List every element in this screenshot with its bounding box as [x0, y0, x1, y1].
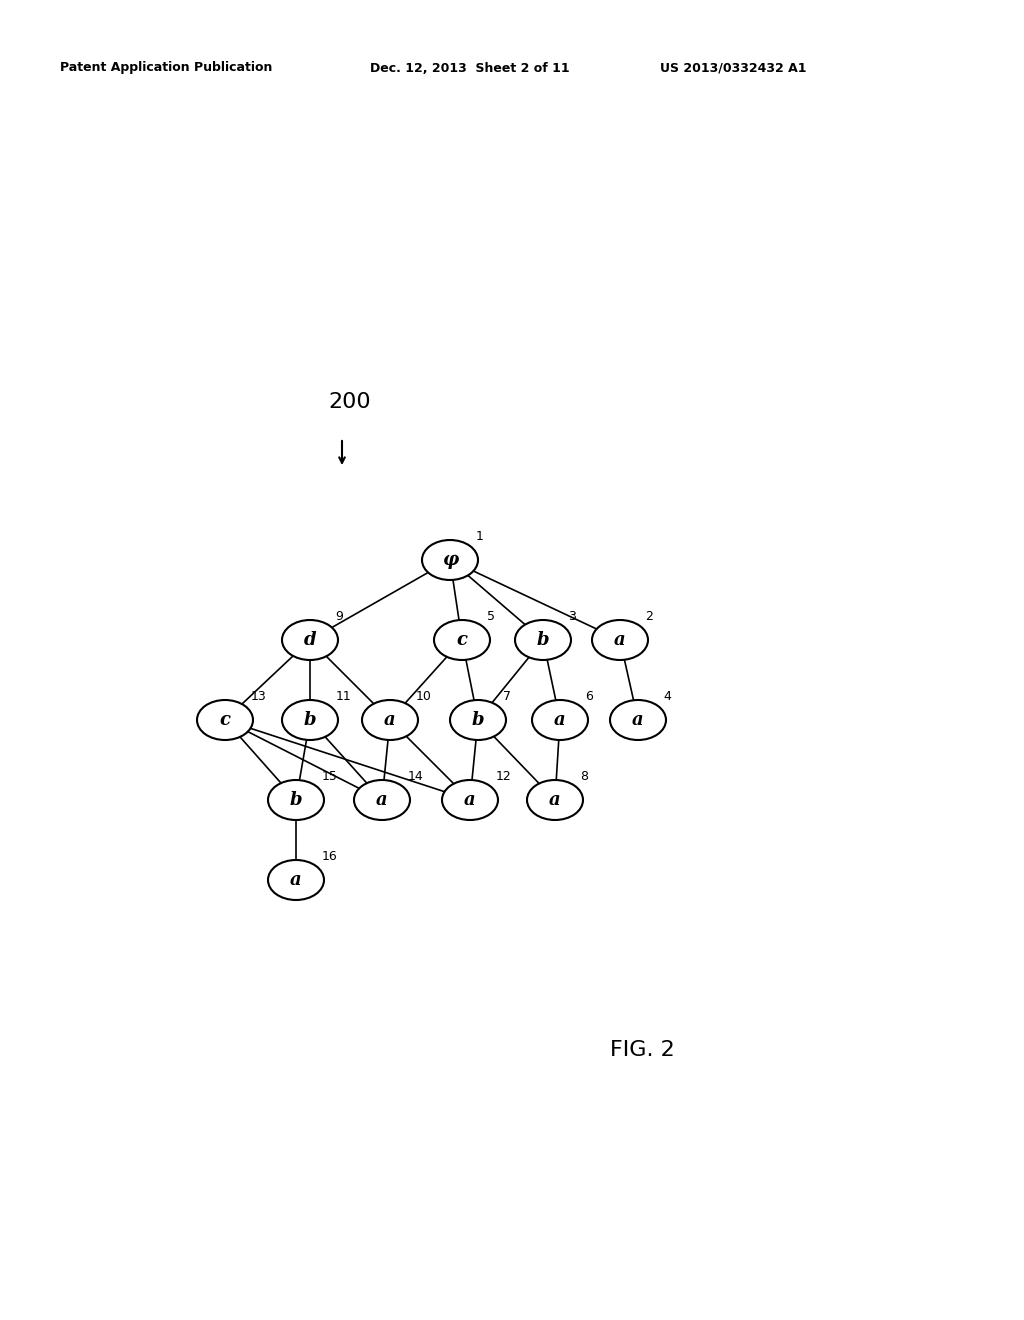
Text: b: b: [472, 711, 484, 729]
Text: 7: 7: [503, 690, 511, 704]
Text: 8: 8: [581, 770, 588, 783]
Text: c: c: [457, 631, 468, 649]
Text: 15: 15: [322, 770, 337, 783]
Ellipse shape: [527, 780, 583, 820]
Ellipse shape: [197, 700, 253, 741]
Text: 5: 5: [487, 610, 496, 623]
Text: 16: 16: [322, 850, 337, 863]
Ellipse shape: [282, 700, 338, 741]
Ellipse shape: [268, 861, 324, 900]
Text: 4: 4: [664, 690, 671, 704]
Text: 9: 9: [335, 610, 343, 623]
Ellipse shape: [450, 700, 506, 741]
Text: c: c: [219, 711, 230, 729]
Ellipse shape: [434, 620, 490, 660]
Text: φ: φ: [442, 550, 458, 569]
Text: 3: 3: [568, 610, 577, 623]
Text: a: a: [384, 711, 396, 729]
Text: 14: 14: [408, 770, 423, 783]
Text: a: a: [464, 791, 476, 809]
Text: Patent Application Publication: Patent Application Publication: [60, 62, 272, 74]
Text: 12: 12: [496, 770, 511, 783]
Text: a: a: [554, 711, 566, 729]
Text: a: a: [614, 631, 626, 649]
Ellipse shape: [422, 540, 478, 579]
Ellipse shape: [362, 700, 418, 741]
Ellipse shape: [610, 700, 666, 741]
Text: FIG. 2: FIG. 2: [610, 1040, 675, 1060]
Ellipse shape: [282, 620, 338, 660]
Text: b: b: [304, 711, 316, 729]
Text: a: a: [376, 791, 388, 809]
Text: Dec. 12, 2013  Sheet 2 of 11: Dec. 12, 2013 Sheet 2 of 11: [370, 62, 569, 74]
Ellipse shape: [268, 780, 324, 820]
Ellipse shape: [515, 620, 571, 660]
Ellipse shape: [592, 620, 648, 660]
Text: a: a: [549, 791, 561, 809]
Text: 6: 6: [585, 690, 593, 704]
Text: 2: 2: [645, 610, 653, 623]
Text: a: a: [632, 711, 644, 729]
Text: b: b: [537, 631, 549, 649]
Text: 1: 1: [475, 531, 483, 543]
Text: 200: 200: [328, 392, 371, 412]
Text: a: a: [290, 871, 302, 888]
Text: 13: 13: [250, 690, 266, 704]
Text: b: b: [290, 791, 302, 809]
Ellipse shape: [354, 780, 410, 820]
Text: d: d: [304, 631, 316, 649]
Text: US 2013/0332432 A1: US 2013/0332432 A1: [660, 62, 807, 74]
Ellipse shape: [532, 700, 588, 741]
Text: 11: 11: [335, 690, 351, 704]
Text: 10: 10: [415, 690, 431, 704]
Ellipse shape: [442, 780, 498, 820]
